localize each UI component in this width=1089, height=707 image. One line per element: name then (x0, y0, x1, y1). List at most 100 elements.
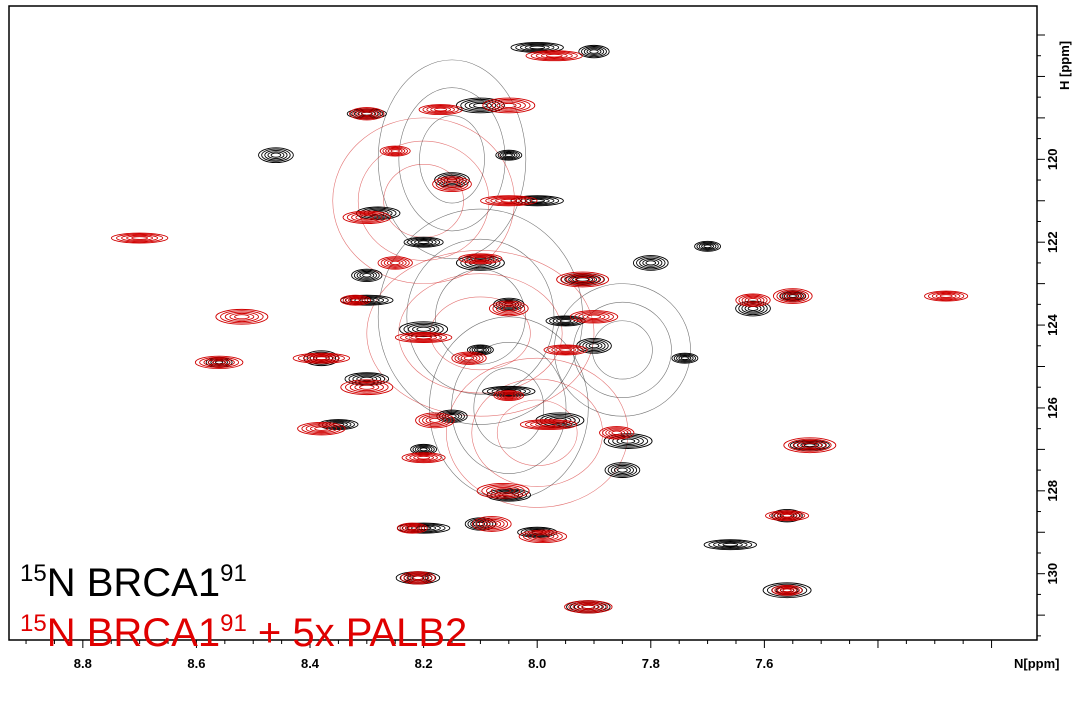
peak-point (351, 268, 383, 282)
peak-contour-line (581, 604, 596, 610)
peak-contour-line (547, 345, 584, 355)
peak-point (436, 409, 468, 423)
peak-contour-line (418, 413, 452, 427)
peak-contour-line (416, 326, 431, 332)
peak-contour-line (490, 197, 528, 205)
peak-contour-line (540, 52, 568, 59)
peak-contour-line (701, 243, 715, 250)
peak-contour-line (676, 354, 694, 362)
peak-contour-line (585, 341, 603, 350)
peak-point (525, 50, 583, 62)
peak-contour-line (500, 198, 518, 203)
peak-contour-line (500, 151, 518, 159)
peak-contour-line (518, 529, 568, 544)
peak-point (482, 97, 536, 114)
x-tick-label: 8.6 (187, 656, 205, 671)
peak-contour-line (429, 417, 441, 423)
peak-contour-line (482, 520, 502, 528)
peak-contour-line (406, 573, 430, 583)
peak-contour-line (403, 236, 444, 248)
peak-contour-line (564, 600, 613, 614)
peak-contour-line (555, 347, 576, 353)
peak-contour-line (931, 292, 961, 300)
peak-point (604, 462, 641, 478)
peak-contour-line (698, 242, 717, 250)
peak-contour-line (604, 462, 641, 478)
peak-contour-line (306, 351, 337, 365)
peak-contour-line (645, 260, 657, 266)
peak-contour-line (261, 148, 291, 162)
peak-contour-line (788, 294, 797, 298)
peak-contour-line (414, 239, 434, 245)
peak-contour-line (765, 510, 810, 522)
peak-contour-line (354, 383, 380, 392)
peak-contour-line (410, 238, 437, 246)
peak-contour-line (131, 236, 148, 240)
peak-contour-line (400, 571, 436, 585)
peak-contour-line (589, 49, 599, 54)
peak-contour-line (540, 422, 557, 427)
diffuse-contour (496, 399, 578, 466)
peak-contour-line (491, 100, 526, 111)
peak-contour-line (496, 390, 522, 401)
y-tick-label: 122 (1045, 231, 1060, 253)
peak-point (569, 310, 619, 324)
peak-contour-line (352, 108, 382, 120)
peak-contours (110, 41, 969, 614)
peak-contour-line (568, 275, 598, 284)
peak-point (735, 293, 771, 307)
peak-contour-line (482, 385, 536, 397)
peak-contour-line (359, 215, 374, 220)
diffuse-contour (357, 140, 490, 261)
peak-contour-line (678, 355, 692, 361)
peak-contour-line (415, 335, 432, 340)
peak-contour-line (530, 420, 568, 429)
peak-point (258, 147, 294, 164)
peak-contour-line (402, 524, 423, 532)
peak-contour-line (346, 211, 387, 223)
peak-contour-line (110, 232, 169, 244)
peak-contour-line (454, 352, 484, 364)
peak-contour-line (458, 253, 503, 265)
peak-contour-line (405, 333, 443, 342)
peak-point (110, 232, 169, 244)
peak-contour-line (460, 98, 501, 112)
peak-contour-line (572, 602, 604, 612)
peak-point (482, 385, 536, 397)
peak-contour-line (797, 441, 823, 450)
peak-contour-line (617, 467, 628, 473)
peak-contour-line (258, 147, 294, 164)
peak-contour-line (419, 447, 428, 452)
peak-contour-line (632, 255, 669, 271)
diffuse-contour (419, 115, 485, 204)
peak-point (400, 571, 436, 585)
peak-contour-line (351, 268, 383, 282)
peak-contour-line (529, 45, 545, 50)
peak-point (765, 510, 810, 522)
peak-point (471, 516, 512, 532)
peak-contour-line (307, 355, 335, 361)
peak-point (401, 452, 446, 464)
y-tick-label: 128 (1045, 480, 1060, 502)
peak-contour-line (636, 256, 666, 270)
peak-point (495, 149, 523, 161)
peak-contour-line (708, 540, 753, 550)
peak-contour-line (776, 512, 798, 519)
peak-contour-line (717, 541, 743, 548)
peak-contour-line (504, 153, 513, 158)
peak-contour-line (529, 198, 545, 203)
peak-contour-line (425, 416, 445, 425)
peak-contour-line (340, 379, 394, 396)
peak-contour-line (620, 438, 636, 444)
peak-point (432, 176, 472, 193)
peak-contour-line (412, 575, 424, 581)
diffuse-contour (377, 59, 527, 260)
peak-point (403, 236, 444, 248)
peak-contour-line (411, 525, 437, 531)
peak-contour-line (305, 424, 338, 434)
peak-contour-line (355, 214, 379, 221)
peak-point (488, 300, 529, 317)
x-tick-label: 8.2 (415, 656, 433, 671)
peak-contour-line (407, 237, 441, 247)
peak-contour-line (738, 301, 768, 316)
